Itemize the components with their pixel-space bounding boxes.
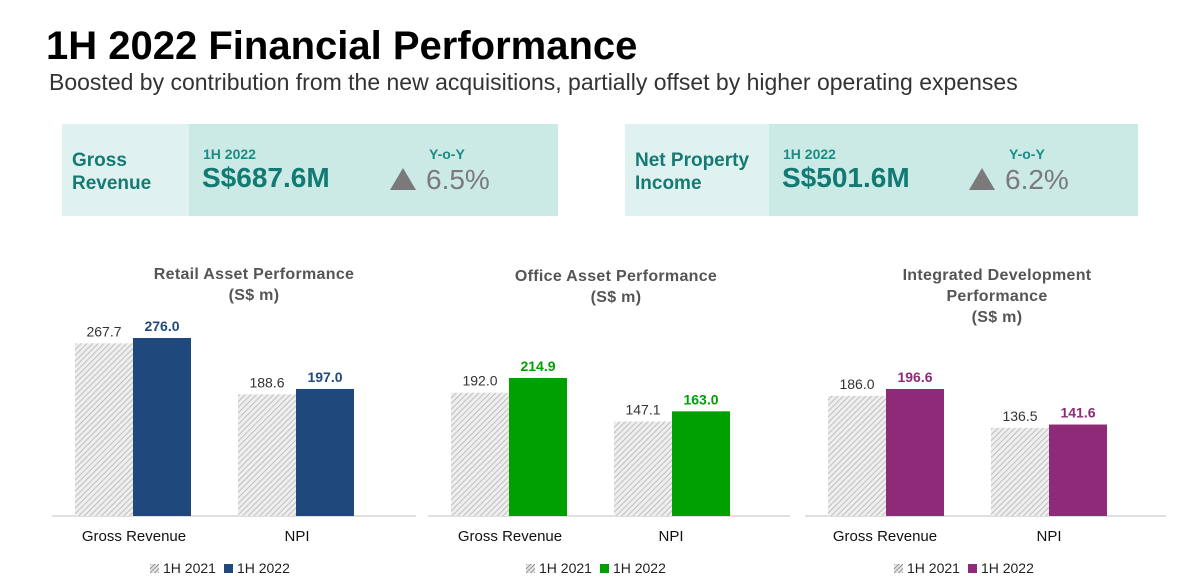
- legend-label: 1H 2021: [539, 560, 592, 576]
- kpi-value-cell: 1H 2022 S$687.6M Y-o-Y 6.5%: [189, 124, 558, 216]
- bar-office-prev-0: [451, 392, 509, 516]
- page-title: 1H 2022 Financial Performance: [46, 24, 638, 68]
- legend-office: 1H 2021 1H 2022: [526, 560, 666, 576]
- legend-swatch-retail: [223, 564, 233, 573]
- data-label-integrated-curr-0: 196.6: [897, 369, 932, 385]
- data-label-office-prev-0: 192.0: [462, 373, 497, 389]
- up-triangle-icon: [390, 168, 416, 190]
- bar-integrated-curr-1: [1049, 424, 1107, 516]
- category-label-integrated-0: Gross Revenue: [833, 528, 937, 545]
- kpi-value: S$687.6M: [202, 162, 330, 193]
- legend-retail: 1H 2021 1H 2022: [150, 560, 290, 576]
- data-label-office-curr-0: 214.9: [520, 358, 555, 374]
- chart-title-integrated: Integrated Development Performance (S$ m…: [847, 265, 1147, 328]
- legend-swatch-hatched: [894, 564, 903, 573]
- data-label-office-prev-1: 147.1: [625, 402, 660, 418]
- page-subtitle: Boosted by contribution from the new acq…: [49, 69, 1018, 95]
- data-label-integrated-prev-1: 136.5: [1002, 408, 1037, 424]
- data-label-retail-curr-0: 276.0: [144, 318, 179, 334]
- legend-swatch-office: [599, 564, 609, 573]
- bar-retail-prev-1: [238, 394, 296, 516]
- legend-swatch-integrated: [967, 564, 977, 573]
- legend-swatch-hatched: [150, 564, 159, 573]
- kpi-value: S$501.6M: [782, 162, 910, 193]
- data-label-retail-prev-1: 188.6: [249, 374, 284, 390]
- kpi-yoy-label: Y-o-Y: [429, 146, 465, 162]
- bar-integrated-prev-1: [991, 427, 1049, 516]
- bar-office-curr-0: [509, 378, 567, 516]
- data-label-integrated-curr-1: 141.6: [1060, 405, 1095, 421]
- bar-integrated-curr-0: [886, 389, 944, 516]
- category-label-office-1: NPI: [658, 528, 683, 545]
- bar-retail-curr-0: [133, 338, 191, 516]
- kpi-net-property-income: Net Property Income 1H 2022 S$501.6M Y-o…: [625, 124, 1138, 216]
- legend-integrated: 1H 2021 1H 2022: [894, 560, 1034, 576]
- chart-title-office: Office Asset Performance (S$ m): [466, 266, 766, 308]
- up-triangle-icon: [969, 168, 995, 190]
- kpi-value-cell: 1H 2022 S$501.6M Y-o-Y 6.2%: [769, 124, 1138, 216]
- category-label-retail-0: Gross Revenue: [82, 528, 186, 545]
- kpi-label-cell: Gross Revenue: [62, 124, 189, 216]
- data-label-office-curr-1: 163.0: [683, 391, 718, 407]
- kpi-period: 1H 2022: [203, 146, 256, 162]
- chart-title-line: Retail Asset Performance: [153, 266, 355, 283]
- bar-retail-prev-0: [75, 343, 133, 516]
- legend-label: 1H 2022: [612, 560, 666, 576]
- legend-label: 1H 2022: [980, 560, 1034, 576]
- kpi-yoy-label: Y-o-Y: [1009, 146, 1045, 162]
- chart-title-line: (S$ m): [590, 289, 642, 306]
- chart-title-line: (S$ m): [228, 287, 280, 304]
- kpi-label: Gross Revenue: [72, 150, 152, 194]
- category-label-integrated-1: NPI: [1036, 528, 1061, 545]
- kpi-change: 6.5%: [426, 164, 490, 195]
- chart-title-retail: Retail Asset Performance (S$ m): [104, 264, 404, 306]
- kpi-change: 6.2%: [1005, 164, 1069, 195]
- kpi-gross-revenue: Gross Revenue 1H 2022 S$687.6M Y-o-Y 6.5…: [62, 124, 558, 216]
- chart-title-line: (S$ m): [971, 309, 1023, 326]
- legend-label: 1H 2022: [236, 560, 290, 576]
- legend-label: 1H 2021: [163, 560, 216, 576]
- kpi-period: 1H 2022: [783, 146, 836, 162]
- data-label-retail-curr-1: 197.0: [307, 369, 342, 385]
- bar-office-curr-1: [672, 411, 730, 516]
- bar-retail-curr-1: [296, 388, 354, 516]
- chart-title-line: Integrated Development: [902, 267, 1092, 284]
- bar-integrated-prev-0: [828, 395, 886, 516]
- chart-title-line: Office Asset Performance: [514, 268, 718, 285]
- bar-office-prev-1: [614, 421, 672, 516]
- chart-title-line: Performance: [946, 288, 1048, 305]
- data-label-retail-prev-0: 267.7: [86, 323, 121, 339]
- category-label-office-0: Gross Revenue: [458, 528, 562, 545]
- data-label-integrated-prev-0: 186.0: [839, 376, 874, 392]
- kpi-label: Net Property Income: [635, 150, 750, 194]
- legend-swatch-hatched: [526, 564, 535, 573]
- kpi-label-cell: Net Property Income: [625, 124, 769, 216]
- category-label-retail-1: NPI: [284, 528, 309, 545]
- legend-label: 1H 2021: [907, 560, 960, 576]
